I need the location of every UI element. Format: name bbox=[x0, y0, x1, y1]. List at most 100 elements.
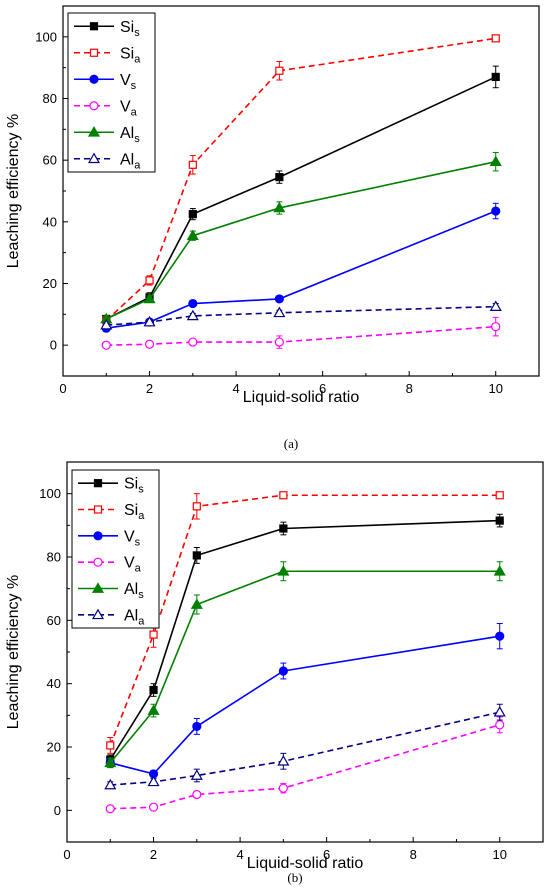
data-point bbox=[493, 565, 506, 576]
x-tick-label: 0 bbox=[63, 847, 70, 862]
y-axis-label: Leaching efficiency % bbox=[5, 575, 22, 729]
y-tick-label: 20 bbox=[43, 276, 57, 291]
series-al-a bbox=[104, 703, 506, 790]
data-point bbox=[495, 516, 504, 525]
y-tick-label: 60 bbox=[47, 613, 61, 628]
series-v-s bbox=[105, 623, 505, 779]
y-tick-label: 60 bbox=[43, 153, 57, 168]
panel-caption: (b) bbox=[287, 870, 302, 885]
x-tick-label: 6 bbox=[319, 381, 326, 396]
data-point bbox=[188, 337, 198, 347]
series-line bbox=[109, 494, 500, 746]
legend-label: Vs bbox=[120, 72, 137, 92]
y-tick-label: 100 bbox=[39, 486, 61, 501]
y-tick-label: 40 bbox=[43, 214, 57, 229]
legend-label: Sia bbox=[120, 45, 141, 65]
data-point bbox=[188, 298, 198, 309]
data-point bbox=[491, 72, 500, 82]
legend-marker bbox=[93, 479, 103, 488]
series-line bbox=[110, 724, 500, 810]
data-point bbox=[491, 206, 501, 216]
data-point bbox=[186, 229, 199, 241]
data-point bbox=[188, 210, 197, 219]
x-tick-label: 2 bbox=[150, 847, 157, 862]
y-tick-label: 80 bbox=[47, 550, 61, 565]
legend-label: Ala bbox=[124, 607, 145, 627]
y-tick-label: 0 bbox=[50, 338, 57, 353]
y-tick-label: 80 bbox=[43, 91, 57, 106]
y-tick-label: 0 bbox=[54, 803, 61, 818]
data-point bbox=[274, 294, 284, 304]
data-point bbox=[143, 292, 156, 304]
x-tick-label: 2 bbox=[146, 381, 153, 396]
data-point bbox=[275, 66, 284, 75]
series-line bbox=[109, 519, 500, 761]
data-point bbox=[106, 741, 115, 750]
legend-marker bbox=[91, 608, 105, 620]
data-point bbox=[495, 720, 505, 730]
data-point bbox=[147, 775, 160, 787]
legend-label: Sis bbox=[124, 476, 144, 496]
legend-box bbox=[67, 12, 156, 173]
y-tick-label: 100 bbox=[35, 29, 57, 44]
legend-marker bbox=[89, 22, 99, 31]
series-si-s bbox=[102, 65, 500, 324]
data-point bbox=[148, 802, 159, 812]
legend-marker bbox=[87, 152, 101, 164]
legend: Sis Sia Vs Va Als Ala bbox=[67, 12, 156, 173]
data-point bbox=[144, 339, 155, 349]
x-axis-label: Liquid-solid ratio bbox=[243, 389, 360, 406]
series-al-s bbox=[104, 561, 506, 769]
x-tick-label: 6 bbox=[323, 847, 330, 862]
data-point bbox=[104, 778, 117, 790]
legend-marker bbox=[87, 126, 101, 137]
data-point bbox=[188, 160, 197, 169]
legend-marker bbox=[93, 531, 103, 541]
legend-marker bbox=[89, 101, 99, 111]
data-point bbox=[192, 502, 201, 511]
y-tick-label: 20 bbox=[47, 740, 61, 755]
data-point bbox=[489, 155, 502, 167]
x-tick-label: 10 bbox=[492, 847, 506, 862]
data-point bbox=[273, 201, 286, 213]
legend-label: Vs bbox=[124, 528, 141, 548]
data-point bbox=[278, 666, 288, 676]
data-point bbox=[192, 721, 202, 732]
x-tick-label: 0 bbox=[59, 381, 66, 396]
series-line bbox=[106, 305, 496, 326]
data-point bbox=[100, 318, 113, 330]
data-point bbox=[491, 322, 501, 332]
x-tick-label: 8 bbox=[410, 847, 417, 862]
data-point bbox=[489, 300, 502, 311]
data-point bbox=[190, 769, 203, 780]
legend-label: Va bbox=[120, 98, 138, 118]
series-line bbox=[110, 711, 500, 786]
legend-label: Ala bbox=[120, 151, 141, 171]
data-point bbox=[278, 783, 288, 793]
legend-label: Sis bbox=[120, 19, 140, 39]
legend-box bbox=[71, 469, 160, 629]
x-tick-label: 8 bbox=[406, 381, 413, 396]
panel-caption: (a) bbox=[284, 436, 298, 451]
legend-marker bbox=[93, 557, 103, 567]
data-point bbox=[273, 306, 286, 318]
series-si-a bbox=[106, 491, 504, 754]
series-line bbox=[110, 635, 500, 775]
series-al-s bbox=[100, 151, 502, 324]
y-tick-label: 40 bbox=[47, 676, 61, 691]
legend-label: Va bbox=[124, 555, 142, 575]
data-point bbox=[275, 173, 284, 182]
data-point bbox=[279, 491, 288, 500]
data-point bbox=[277, 565, 290, 576]
data-point bbox=[101, 340, 111, 350]
data-point bbox=[143, 315, 156, 327]
data-point bbox=[190, 598, 203, 609]
data-point bbox=[149, 685, 158, 695]
data-point bbox=[192, 551, 201, 560]
data-point bbox=[149, 630, 158, 639]
series-si-s bbox=[106, 513, 504, 765]
data-point bbox=[495, 491, 504, 500]
x-tick-label: 4 bbox=[236, 847, 243, 862]
